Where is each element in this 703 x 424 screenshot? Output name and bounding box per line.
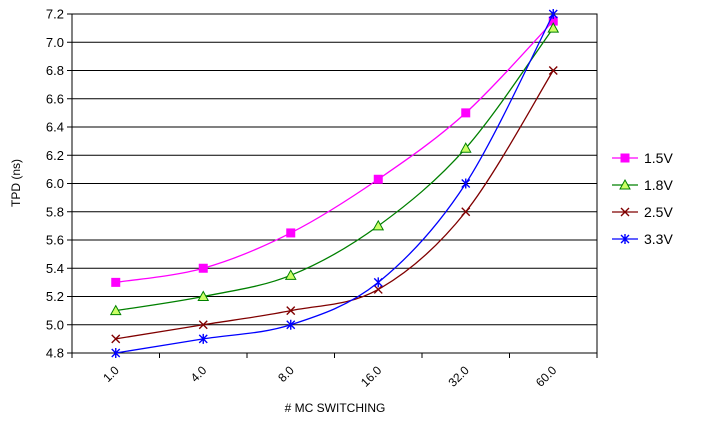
- x-tick-label: 32.0: [445, 363, 472, 390]
- data-point: [111, 348, 121, 358]
- x-tick-label: 60.0: [533, 363, 560, 390]
- legend-label: 1.8V: [644, 177, 673, 193]
- y-tick-label: 5.0: [46, 317, 64, 332]
- data-point: [373, 277, 383, 288]
- y-tick-label: 7.2: [46, 7, 64, 22]
- data-point: [111, 277, 121, 287]
- series-line-1.5V: [115, 20, 554, 284]
- data-point: [198, 320, 208, 330]
- legend-label: 2.5V: [644, 204, 673, 220]
- legend-item: 3.3V: [612, 231, 673, 247]
- data-point: [109, 304, 122, 316]
- y-tick-label: 5.8: [46, 204, 64, 219]
- gridlines: [71, 13, 598, 354]
- legend-marker: [620, 234, 630, 244]
- data-point: [111, 334, 121, 344]
- legend-label: 1.5V: [644, 150, 673, 166]
- y-tick-label: 5.6: [46, 233, 64, 248]
- y-tick-label: 5.2: [46, 289, 64, 304]
- y-tick-label: 4.8: [46, 346, 64, 361]
- legend-marker: [620, 207, 630, 217]
- data-point: [459, 142, 472, 153]
- data-point: [548, 9, 558, 19]
- legend-item: 2.5V: [612, 204, 673, 220]
- y-axis-ticks: 4.8 5.0 5.2 5.4 5.6 5.8 6.0 6.2 6.4 6.6 6.8 7.0 7.2: [46, 7, 72, 361]
- data-point: [286, 306, 296, 316]
- x-axis-ticks: 1.0 4.0 8.0 16.0 32.0 60.0: [71, 353, 598, 390]
- legend-item: 1.5V: [612, 150, 673, 166]
- legend: 1.5V 1.8V 2.5V 3.3V: [612, 150, 673, 247]
- data-point: [197, 290, 210, 301]
- y-tick-label: 6.0: [46, 176, 64, 191]
- data-point: [461, 178, 471, 189]
- data-point: [284, 269, 297, 280]
- data-point: [548, 66, 558, 75]
- y-tick-label: 6.2: [46, 148, 64, 163]
- data-point: [461, 108, 471, 118]
- x-tick-label: 1.0: [100, 363, 122, 385]
- x-tick-label: 8.0: [275, 363, 297, 385]
- x-axis-title: # MC SWITCHING: [285, 401, 386, 415]
- y-tick-label: 6.6: [46, 91, 64, 106]
- y-axis-title: TPD (ns): [9, 159, 23, 207]
- y-tick-label: 5.4: [46, 261, 64, 276]
- data-point: [373, 284, 383, 294]
- data-point: [286, 319, 296, 330]
- x-tick-label: 4.0: [188, 363, 210, 385]
- data-point: [372, 219, 385, 231]
- legend-item: 1.8V: [612, 177, 673, 193]
- legend-marker: [620, 153, 630, 163]
- y-tick-label: 6.8: [46, 63, 64, 78]
- data-point: [198, 333, 208, 344]
- data-point: [547, 22, 560, 33]
- x-tick-label: 16.0: [358, 363, 385, 390]
- y-tick-label: 7.0: [46, 35, 64, 50]
- data-point: [461, 207, 471, 217]
- data-point: [198, 263, 208, 273]
- data-point: [373, 174, 383, 184]
- legend-marker: [619, 178, 631, 190]
- y-tick-label: 6.4: [46, 120, 64, 135]
- data-point: [286, 228, 296, 238]
- series-group: [109, 9, 560, 358]
- series-line-2.5V: [115, 70, 554, 340]
- legend-label: 3.3V: [644, 231, 673, 247]
